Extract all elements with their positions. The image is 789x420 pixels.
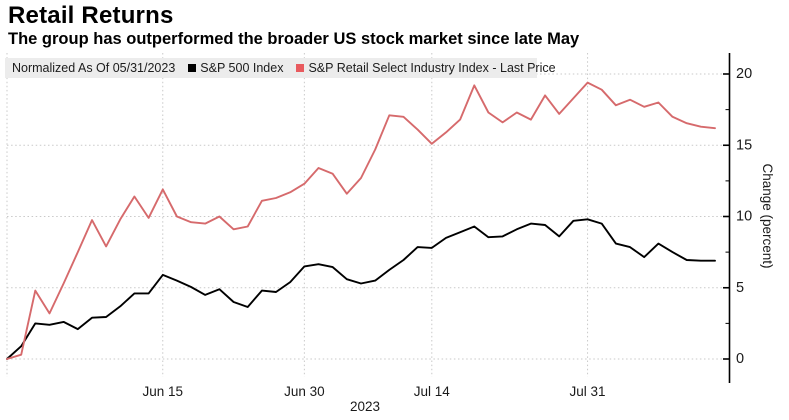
x-tick-label-jun-30: Jun 30: [284, 384, 325, 399]
y-tick-label-0: 0: [736, 351, 744, 367]
page-title: Retail Returns: [8, 2, 174, 29]
sp500-legend-swatch-icon: [188, 64, 197, 72]
x-tick-label-jul-14: Jul 14: [414, 384, 451, 399]
retail-index-line: [6, 81, 716, 360]
x-tick-label-jun-15: Jun 15: [142, 384, 183, 399]
sp500-legend-label: S&P 500 Index: [200, 61, 284, 75]
legend-normalized-note: Normalized As Of 05/31/2023: [12, 61, 176, 75]
page-subtitle: The group has outperformed the broader U…: [8, 30, 580, 48]
legend-bar: Normalized As Of 05/31/2023 S&P 500 Inde…: [5, 58, 556, 78]
y-tick-label-15: 15: [736, 137, 752, 153]
retail-legend-label: S&P Retail Select Industry Index - Last …: [308, 61, 556, 75]
x-tick-label-jul-31: Jul 31: [570, 384, 606, 399]
sp500-index-line: [6, 218, 716, 360]
y-tick-label-5: 5: [736, 280, 744, 296]
y-axis-title: Change (percent): [760, 163, 775, 268]
retail-legend-swatch-icon: [296, 64, 305, 72]
y-tick-label-20: 20: [736, 66, 752, 82]
x-axis-year-label: 2023: [350, 399, 380, 414]
y-tick-label-10: 10: [736, 209, 752, 225]
legend-item-retail: S&P Retail Select Industry Index - Last …: [296, 61, 556, 75]
legend-item-sp500: S&P 500 Index: [188, 61, 283, 75]
